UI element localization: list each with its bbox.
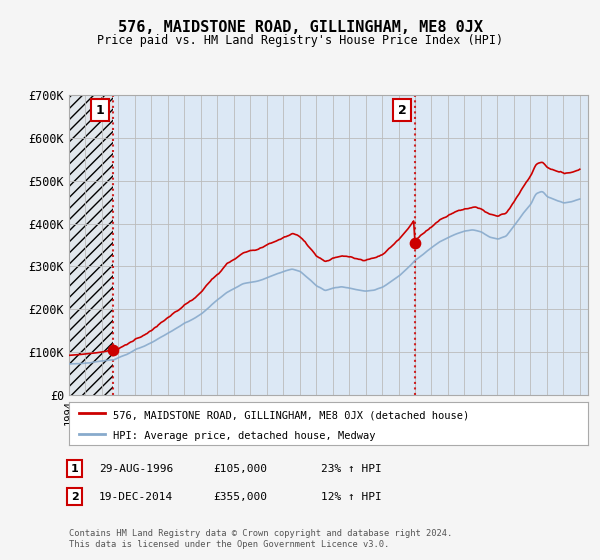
Point (108, 346, 118, 354)
Text: 2: 2 (398, 104, 406, 116)
Text: 576, MAIDSTONE ROAD, GILLINGHAM, ME8 0JX: 576, MAIDSTONE ROAD, GILLINGHAM, ME8 0JX (118, 20, 482, 35)
Text: 12% ↑ HPI: 12% ↑ HPI (321, 492, 382, 502)
Text: 19-DEC-2014: 19-DEC-2014 (99, 492, 173, 502)
Text: £355,000: £355,000 (213, 492, 267, 502)
Point (410, 239, 419, 248)
Text: Contains HM Land Registry data © Crown copyright and database right 2024.
This d: Contains HM Land Registry data © Crown c… (69, 529, 452, 549)
Bar (69, 95, 113, 395)
Text: 576, MAIDSTONE ROAD, GILLINGHAM, ME8 0JX (detached house): 576, MAIDSTONE ROAD, GILLINGHAM, ME8 0JX… (113, 410, 469, 421)
Text: HPI: Average price, detached house, Medway: HPI: Average price, detached house, Medw… (113, 431, 376, 441)
Text: 23% ↑ HPI: 23% ↑ HPI (321, 464, 382, 474)
Text: 29-AUG-1996: 29-AUG-1996 (99, 464, 173, 474)
Text: £105,000: £105,000 (213, 464, 267, 474)
Text: Price paid vs. HM Land Registry's House Price Index (HPI): Price paid vs. HM Land Registry's House … (97, 34, 503, 46)
Text: 1: 1 (71, 464, 79, 474)
Text: 2: 2 (71, 492, 79, 502)
Bar (69, 95, 113, 395)
Text: 1: 1 (96, 104, 104, 116)
